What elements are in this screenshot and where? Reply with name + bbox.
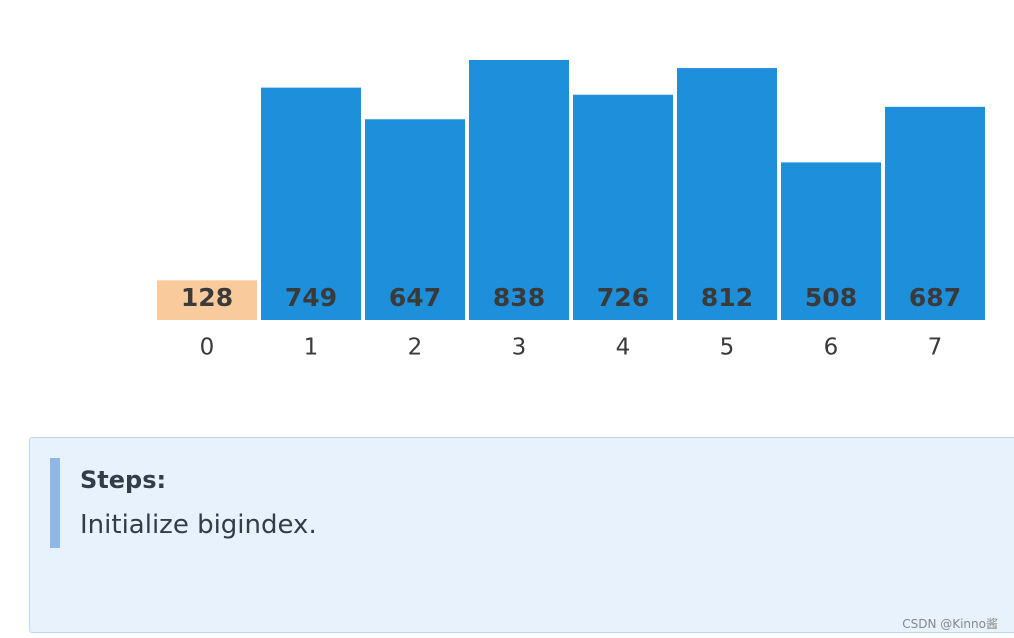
value-label: 508: [805, 283, 857, 312]
bar: [573, 94, 673, 320]
value-label: 726: [597, 283, 649, 312]
x-tick-label: 7: [928, 335, 943, 361]
steps-text: Initialize bigindex.: [80, 510, 317, 540]
chart: 128 0 749 1 647 2 838 3 726 4 812 5 508 6 687 7: [157, 60, 985, 361]
steps-panel: Steps: Initialize bigindex.: [29, 437, 1014, 633]
value-label: 812: [701, 283, 753, 312]
x-tick-label: 4: [616, 335, 631, 361]
x-tick-label: 5: [720, 335, 735, 361]
watermark: CSDN @Kinno酱: [902, 617, 998, 631]
bar: [157, 280, 257, 320]
bar: [261, 87, 361, 320]
bar: [781, 162, 881, 320]
value-label: 687: [909, 283, 961, 312]
x-tick-label: 0: [200, 335, 215, 361]
steps-title: Steps:: [80, 466, 167, 494]
panel-accent: [50, 458, 60, 548]
bar: [885, 106, 985, 320]
value-label: 128: [181, 283, 233, 312]
bar: [365, 119, 465, 321]
x-tick-label: 6: [824, 335, 839, 361]
bar: [677, 68, 777, 320]
bar: [469, 60, 569, 320]
value-label: 647: [389, 283, 441, 312]
x-tick-label: 1: [304, 335, 319, 361]
x-tick-label: 3: [512, 335, 527, 361]
x-tick-label: 2: [408, 335, 423, 361]
value-label: 749: [285, 283, 337, 312]
value-label: 838: [493, 283, 545, 312]
